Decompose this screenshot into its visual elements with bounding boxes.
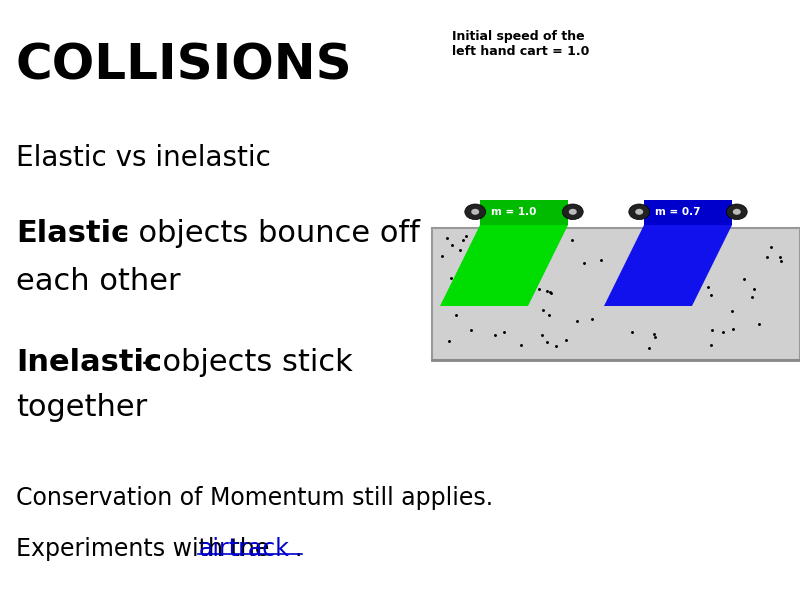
Circle shape <box>726 204 747 220</box>
Circle shape <box>465 204 486 220</box>
Text: Initial speed of the
left hand cart = 1.0: Initial speed of the left hand cart = 1.… <box>452 30 590 58</box>
Text: - objects stick: - objects stick <box>132 348 353 377</box>
FancyBboxPatch shape <box>480 200 568 225</box>
Text: m = 1.0: m = 1.0 <box>491 208 537 217</box>
Text: airtrack: airtrack <box>198 537 290 561</box>
Text: each other: each other <box>16 267 181 296</box>
Text: Experiments with the: Experiments with the <box>16 537 277 561</box>
Circle shape <box>635 209 643 215</box>
Circle shape <box>733 209 741 215</box>
Text: Elastic vs inelastic: Elastic vs inelastic <box>16 144 271 172</box>
Circle shape <box>569 209 577 215</box>
Text: - objects bounce off: - objects bounce off <box>108 219 420 248</box>
Text: COLLISIONS: COLLISIONS <box>16 42 353 90</box>
Text: Conservation of Momentum still applies.: Conservation of Momentum still applies. <box>16 486 493 510</box>
Polygon shape <box>440 225 568 306</box>
Text: together: together <box>16 393 147 422</box>
Circle shape <box>629 204 650 220</box>
Circle shape <box>562 204 583 220</box>
FancyBboxPatch shape <box>432 228 800 360</box>
Text: Elastic: Elastic <box>16 219 129 248</box>
Text: .: . <box>294 537 302 561</box>
Polygon shape <box>604 225 732 306</box>
Text: m = 0.7: m = 0.7 <box>655 208 701 217</box>
Text: Inelastic: Inelastic <box>16 348 162 377</box>
FancyBboxPatch shape <box>644 200 732 225</box>
Circle shape <box>471 209 479 215</box>
